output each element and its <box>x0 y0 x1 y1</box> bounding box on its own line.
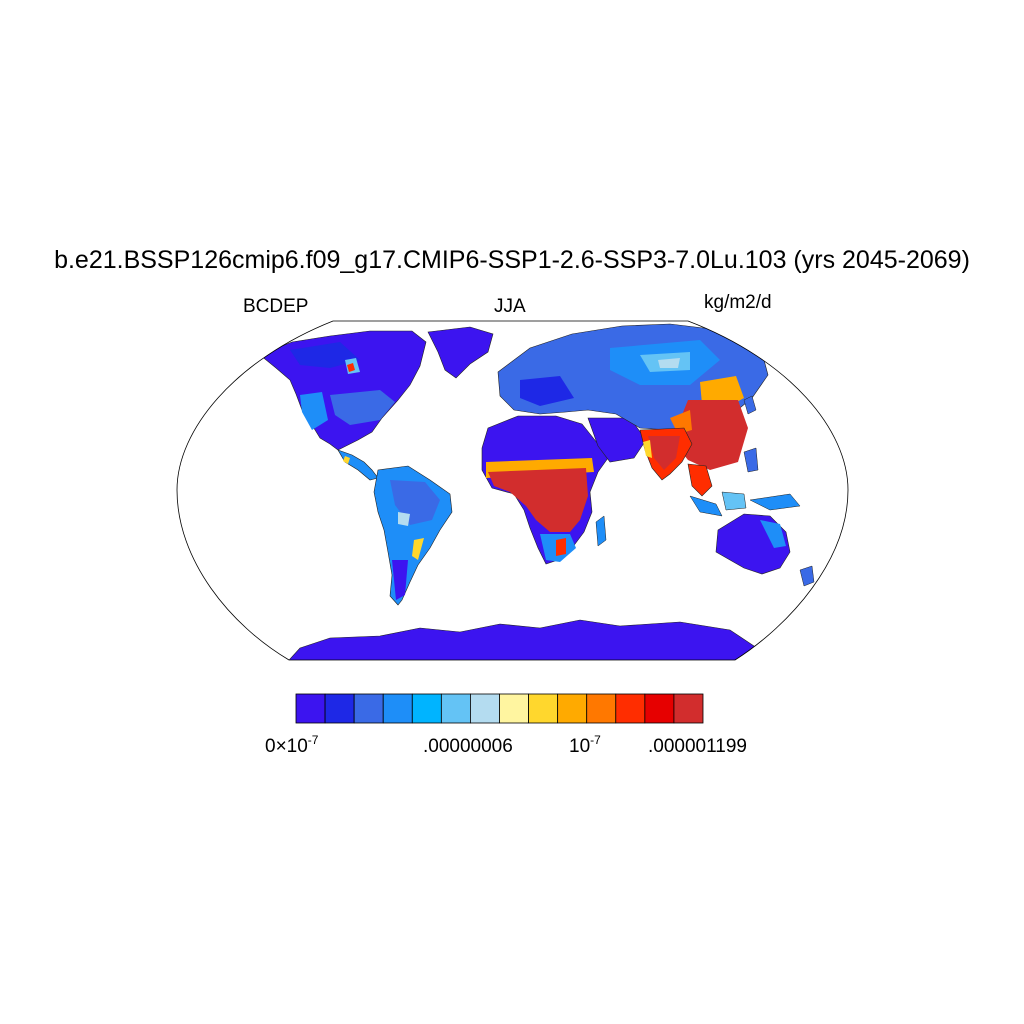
variable-label: BCDEP <box>243 296 309 317</box>
colorbar-box <box>615 693 646 724</box>
colorbar-box <box>353 693 384 724</box>
colorbar-label-upper: 10-7 <box>569 733 601 757</box>
colorbar-box <box>382 693 413 724</box>
colorbar-box <box>557 693 588 724</box>
colorbar-label-mid: .00000006 <box>423 736 513 757</box>
greenland <box>427 326 494 379</box>
colorbar-box <box>586 693 617 724</box>
southeast-asia <box>687 395 801 517</box>
colorbar-label-min: 0×10-7 <box>265 733 319 757</box>
colorbar-box <box>499 693 529 724</box>
colorbar <box>295 693 704 724</box>
colorbar-label-max: .000001199 <box>648 736 747 757</box>
north-america <box>259 330 427 481</box>
colorbar-box <box>528 693 559 724</box>
units-label: kg/m2/d <box>704 292 772 313</box>
globe-outline <box>176 320 849 661</box>
colorbar-box <box>295 693 326 724</box>
africa <box>481 415 609 565</box>
antarctica <box>279 619 761 660</box>
colorbar-box <box>440 693 471 724</box>
plot-title: b.e21.BSSP126cmip6.f09_g17.CMIP6-SSP1-2.… <box>54 246 970 274</box>
colorbar-box <box>324 693 355 724</box>
colorbar-box <box>644 693 675 724</box>
colorbar-box <box>411 693 442 724</box>
south-america <box>373 465 453 606</box>
eurasia <box>497 323 769 470</box>
colorbar-box <box>673 693 704 724</box>
australia <box>715 513 815 587</box>
india <box>639 427 693 481</box>
season-label: JJA <box>494 296 526 317</box>
colorbar-box <box>470 693 500 724</box>
